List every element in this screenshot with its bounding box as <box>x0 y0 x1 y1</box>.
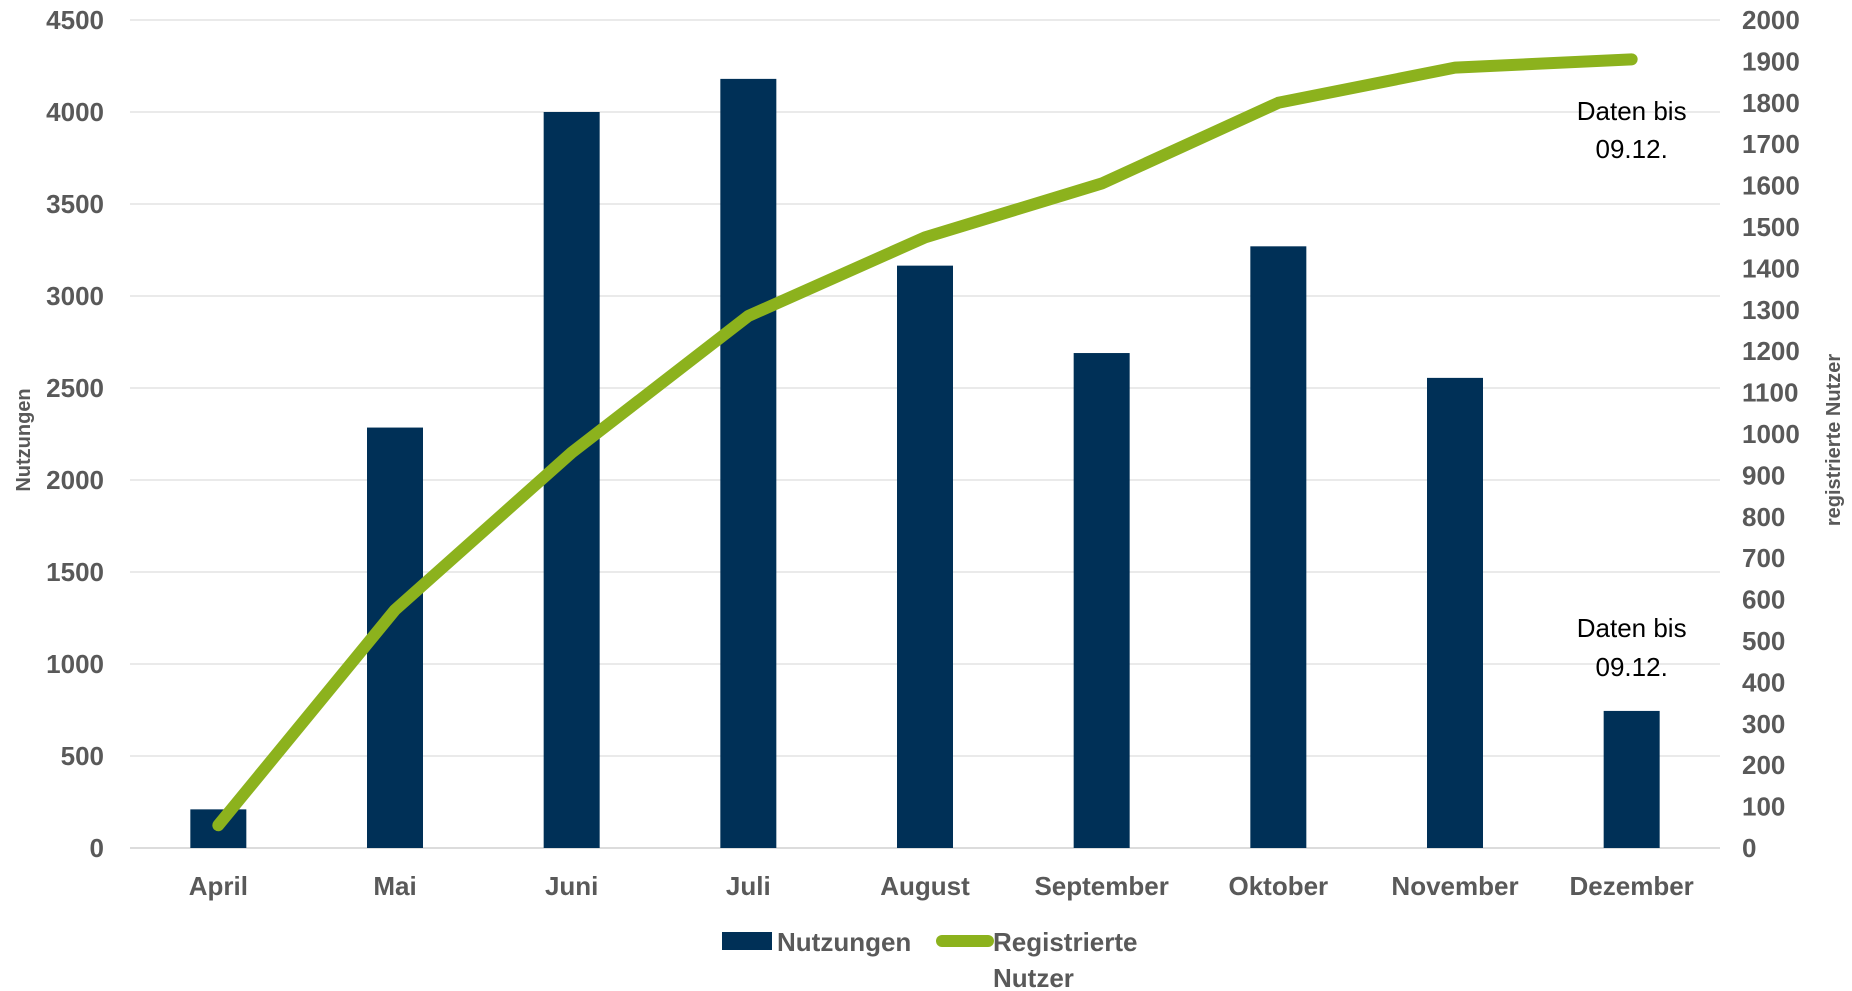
left-axis-title: Nutzungen <box>13 388 35 491</box>
right-tick-label: 600 <box>1742 585 1785 615</box>
left-tick-label: 3500 <box>46 189 104 219</box>
legend-swatch-nutzungen <box>722 932 772 950</box>
line-point-juni <box>568 449 575 456</box>
category-label: August <box>880 871 970 901</box>
right-tick-label: 800 <box>1742 502 1785 532</box>
annotations: Daten bis 09.12. Daten bis 09.12. <box>1577 96 1687 682</box>
bar-august <box>897 265 953 848</box>
annotation-text: Daten bis <box>1577 613 1687 643</box>
right-tick-label: 1600 <box>1742 171 1800 201</box>
category-axis-labels: April Mai Juni Juli August September Oktober No… <box>189 871 1694 901</box>
line-point-oktober <box>1275 99 1282 106</box>
bar-november <box>1427 377 1483 848</box>
bar-september <box>1073 353 1130 848</box>
right-axis-ticks: 0 100 200 300 400 500 600 700 800 900 1000 1100 1200… <box>1742 5 1800 863</box>
right-tick-label: 1200 <box>1742 336 1800 366</box>
category-label: Dezember <box>1570 871 1694 901</box>
right-tick-label: 1500 <box>1742 212 1800 242</box>
left-tick-label: 1000 <box>46 649 104 679</box>
category-label: April <box>189 871 248 901</box>
annotation-text: 09.12. <box>1596 652 1668 682</box>
left-tick-label: 4000 <box>46 97 104 127</box>
right-tick-label: 1400 <box>1742 253 1800 283</box>
legend: Nutzungen Registrierte Nutzer <box>722 927 1138 991</box>
right-tick-label: 1000 <box>1742 419 1800 449</box>
right-tick-label: 300 <box>1742 709 1785 739</box>
right-tick-label: 1900 <box>1742 46 1800 76</box>
left-tick-label: 1500 <box>46 557 104 587</box>
legend-label-nutzungen: Nutzungen <box>777 927 911 957</box>
right-axis-title: registrierte Nutzer <box>1823 354 1845 526</box>
category-label: November <box>1391 871 1518 901</box>
right-tick-label: 100 <box>1742 792 1785 822</box>
right-tick-label: 400 <box>1742 667 1785 697</box>
bar-oktober <box>1250 246 1307 848</box>
line-point-november <box>1452 64 1458 71</box>
category-label: Mai <box>373 871 416 901</box>
left-tick-label: 0 <box>90 833 104 863</box>
left-tick-label: 2000 <box>46 465 104 495</box>
line-point-juli <box>745 313 752 320</box>
left-tick-label: 2500 <box>46 373 104 403</box>
category-label: Juli <box>726 871 771 901</box>
line-point-mai <box>392 606 398 613</box>
category-label: Oktober <box>1228 871 1328 901</box>
line-point-dezember <box>1628 56 1635 63</box>
left-axis-ticks: 0 500 1000 1500 2000 2500 3000 3500 4000 4500 <box>46 5 104 863</box>
line-point-september <box>1098 180 1105 187</box>
legend-label-registrierte-nutzer-line1: Registrierte <box>993 927 1138 957</box>
right-tick-label: 1700 <box>1742 129 1800 159</box>
left-tick-label: 3000 <box>46 281 104 311</box>
line-series-registrierte-nutzer <box>212 53 1638 832</box>
annotation-text: 09.12. <box>1596 134 1668 164</box>
annotation-text: Daten bis <box>1577 96 1687 126</box>
bar-juni <box>543 112 600 848</box>
right-tick-label: 2000 <box>1742 5 1800 35</box>
right-tick-label: 1800 <box>1742 88 1800 118</box>
bar-dezember <box>1603 710 1660 848</box>
left-tick-label: 4500 <box>46 5 104 35</box>
line-point-april <box>215 822 222 829</box>
right-tick-label: 900 <box>1742 460 1785 490</box>
right-tick-label: 1100 <box>1742 378 1798 408</box>
category-label: September <box>1034 871 1168 901</box>
legend-label-registrierte-nutzer-line2: Nutzer <box>993 963 1074 991</box>
right-tick-label: 1300 <box>1742 295 1800 325</box>
right-tick-label: 200 <box>1742 750 1785 780</box>
right-tick-label: 0 <box>1742 833 1756 863</box>
left-tick-label: 500 <box>61 741 104 771</box>
line-point-august <box>922 234 928 241</box>
bar-juli <box>720 78 777 848</box>
bar-series-nutzungen <box>190 78 1660 848</box>
right-tick-label: 700 <box>1742 543 1785 573</box>
category-label: Juni <box>545 871 598 901</box>
right-tick-label: 500 <box>1742 626 1785 656</box>
